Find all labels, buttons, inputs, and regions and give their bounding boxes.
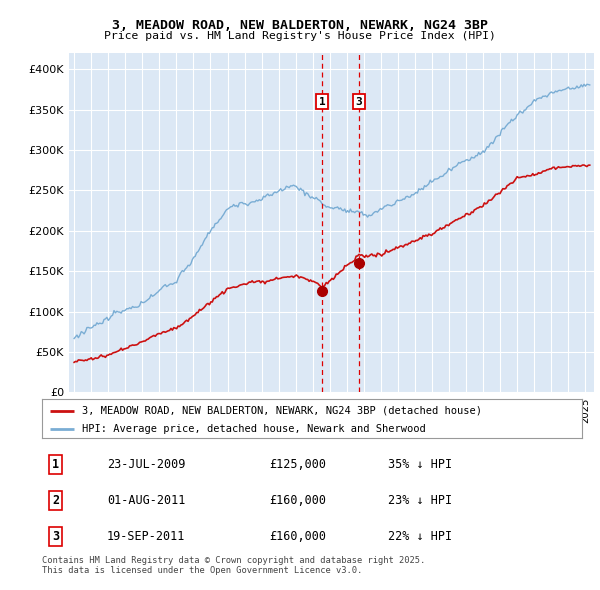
- Text: 23% ↓ HPI: 23% ↓ HPI: [388, 494, 452, 507]
- Text: 22% ↓ HPI: 22% ↓ HPI: [388, 530, 452, 543]
- Text: 23-JUL-2009: 23-JUL-2009: [107, 458, 185, 471]
- Text: HPI: Average price, detached house, Newark and Sherwood: HPI: Average price, detached house, Newa…: [83, 424, 426, 434]
- Text: 35% ↓ HPI: 35% ↓ HPI: [388, 458, 452, 471]
- Text: Contains HM Land Registry data © Crown copyright and database right 2025.
This d: Contains HM Land Registry data © Crown c…: [42, 556, 425, 575]
- Text: Price paid vs. HM Land Registry's House Price Index (HPI): Price paid vs. HM Land Registry's House …: [104, 31, 496, 41]
- Text: 1: 1: [319, 97, 325, 107]
- Text: £160,000: £160,000: [269, 530, 326, 543]
- Text: 3: 3: [52, 530, 59, 543]
- Text: 3, MEADOW ROAD, NEW BALDERTON, NEWARK, NG24 3BP (detached house): 3, MEADOW ROAD, NEW BALDERTON, NEWARK, N…: [83, 406, 482, 416]
- Text: 3: 3: [356, 97, 362, 107]
- Text: 2: 2: [52, 494, 59, 507]
- Text: 1: 1: [52, 458, 59, 471]
- Text: 19-SEP-2011: 19-SEP-2011: [107, 530, 185, 543]
- Text: 3, MEADOW ROAD, NEW BALDERTON, NEWARK, NG24 3BP: 3, MEADOW ROAD, NEW BALDERTON, NEWARK, N…: [112, 19, 488, 32]
- Text: £160,000: £160,000: [269, 494, 326, 507]
- Text: £125,000: £125,000: [269, 458, 326, 471]
- Text: 01-AUG-2011: 01-AUG-2011: [107, 494, 185, 507]
